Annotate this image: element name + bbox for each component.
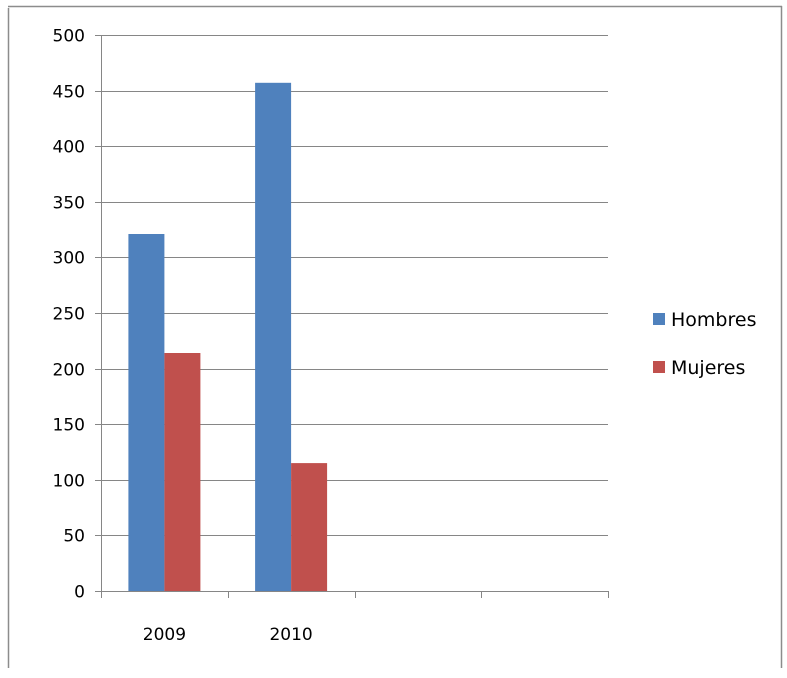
y-tick-label-200: 200 xyxy=(53,361,85,381)
x-tick-label-2009: 2009 xyxy=(143,625,186,645)
legend-item-hombres: Hombres xyxy=(653,309,756,331)
y-axis-tick-labels: 0 50 100 150 200 250 300 350 400 450 500 xyxy=(53,27,85,603)
x-axis-tick-labels: 2009 2010 xyxy=(143,625,313,645)
legend-label-mujeres: Mujeres xyxy=(671,357,745,379)
y-tick-label-300: 300 xyxy=(53,249,85,269)
y-tick-label-350: 350 xyxy=(53,194,85,214)
bar-hombres-2010 xyxy=(255,82,292,592)
bar-mujeres-2009 xyxy=(164,353,201,591)
y-tick-label-250: 250 xyxy=(53,305,85,325)
y-tick-label-50: 50 xyxy=(63,527,85,547)
y-tick-label-500: 500 xyxy=(53,27,85,47)
bar-mujeres-2010 xyxy=(291,463,328,591)
y-tick-label-450: 450 xyxy=(53,83,85,103)
legend-item-mujeres: Mujeres xyxy=(653,357,745,379)
y-tick-label-400: 400 xyxy=(53,138,85,158)
bars xyxy=(128,82,328,592)
legend-swatch-hombres xyxy=(653,313,665,325)
bar-hombres-2009 xyxy=(128,234,165,591)
legend-label-hombres: Hombres xyxy=(671,309,756,331)
legend-swatch-mujeres xyxy=(653,361,665,373)
y-tick-label-150: 150 xyxy=(53,416,85,436)
legend: Hombres Mujeres xyxy=(653,309,756,379)
y-tick-label-100: 100 xyxy=(53,472,85,492)
y-tick-label-0: 0 xyxy=(74,583,85,603)
x-tick-label-2010: 2010 xyxy=(269,625,312,645)
axes xyxy=(95,35,609,598)
